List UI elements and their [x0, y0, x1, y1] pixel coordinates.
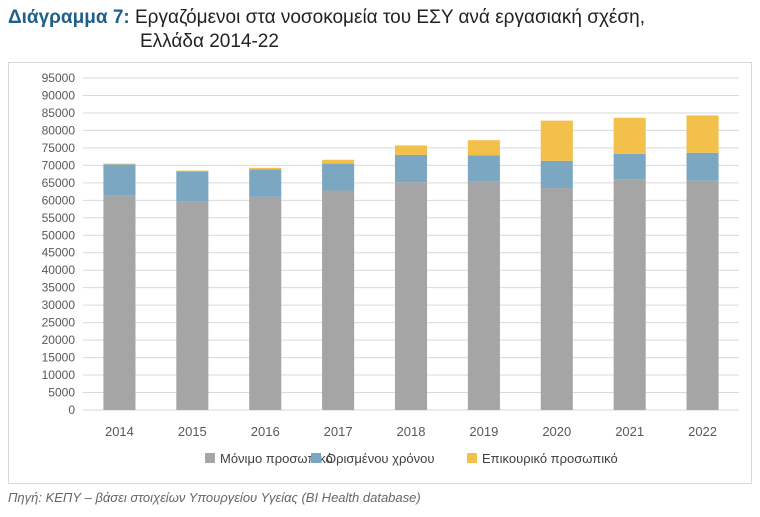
bar-segment [176, 201, 209, 410]
x-tick-label: 2017 [324, 424, 353, 439]
bar-segment [686, 115, 719, 153]
bar-segment [540, 188, 573, 410]
y-tick-label: 85000 [42, 106, 76, 120]
x-tick-label: 2022 [688, 424, 717, 439]
bar-segment [540, 160, 573, 189]
bar-segment [394, 145, 428, 155]
bar-segment [103, 195, 136, 410]
bar-segment [467, 155, 500, 182]
chart-title-prefix: Διάγραμμα 7: [8, 7, 130, 28]
bar-segment [613, 153, 646, 180]
legend-label: Μόνιμο προσωπικό [220, 451, 333, 466]
y-tick-label: 75000 [42, 141, 76, 155]
y-tick-label: 5000 [48, 386, 75, 400]
y-tick-label: 90000 [42, 88, 76, 102]
bar-segment [249, 169, 282, 197]
bar-segment [467, 181, 500, 410]
bar-segment [394, 154, 428, 183]
bar-segment [322, 163, 355, 191]
x-tick-label: 2019 [469, 424, 498, 439]
x-tick-label: 2021 [615, 424, 644, 439]
y-tick-label: 60000 [42, 193, 76, 207]
bar-segment [103, 164, 136, 196]
y-tick-label: 10000 [42, 368, 76, 382]
bar-segment [322, 159, 355, 164]
bar-segment [176, 170, 209, 172]
bar-segment [394, 182, 428, 410]
bar-segment [613, 117, 646, 154]
bar-segment [249, 167, 282, 170]
bar-segment [540, 120, 573, 161]
y-tick-label: 0 [68, 403, 75, 417]
x-tick-label: 2015 [178, 424, 207, 439]
chart-title: Διάγραμμα 7: Εργαζόμενοι στα νοσοκομεία … [8, 6, 753, 54]
y-tick-label: 20000 [42, 333, 76, 347]
stacked-bar-chart: 0 5000 10000 15000 20000 25000 30000 35000 40000… [42, 71, 739, 466]
bar-segment [686, 152, 719, 181]
legend-swatch [205, 453, 215, 463]
y-tick-label: 30000 [42, 298, 76, 312]
y-tick-label: 65000 [42, 176, 76, 190]
y-tick-label: 35000 [42, 281, 76, 295]
y-tick-label: 40000 [42, 263, 76, 277]
y-tick-label: 25000 [42, 316, 76, 330]
chart-title-line2: Ελλάδα 2014-22 [140, 31, 279, 52]
legend-label: Ορισμένου χρόνου [326, 451, 434, 466]
bar-segment [103, 163, 136, 165]
source-note: Πηγή: ΚΕΠΥ – βάσει στοιχείων Υπουργείου … [8, 490, 421, 505]
chart-title-line1: Εργαζόμενοι στα νοσοκομεία του ΕΣΥ ανά ε… [135, 7, 645, 28]
bar-segment [467, 140, 500, 156]
y-tick-label: 50000 [42, 228, 76, 242]
bar-segment [322, 190, 355, 410]
legend-label: Επικουρικό προσωπικό [482, 451, 618, 466]
legend-swatch [467, 453, 477, 463]
x-tick-label: 2016 [251, 424, 280, 439]
x-tick-label: 2020 [542, 424, 571, 439]
bar-segment [249, 196, 282, 410]
y-tick-label: 95000 [42, 71, 76, 85]
bar-segment [613, 179, 646, 410]
y-tick-label: 70000 [42, 158, 76, 172]
y-tick-label: 15000 [42, 351, 76, 365]
bar-segment [176, 171, 209, 202]
legend-swatch [311, 453, 321, 463]
y-tick-label: 55000 [42, 211, 76, 225]
y-tick-label: 80000 [42, 123, 76, 137]
x-tick-label: 2014 [105, 424, 134, 439]
chart-area: 0 5000 10000 15000 20000 25000 30000 35000 40000… [8, 62, 752, 484]
bar-segment [686, 180, 719, 410]
y-tick-label: 45000 [42, 246, 76, 260]
x-tick-label: 2018 [397, 424, 426, 439]
